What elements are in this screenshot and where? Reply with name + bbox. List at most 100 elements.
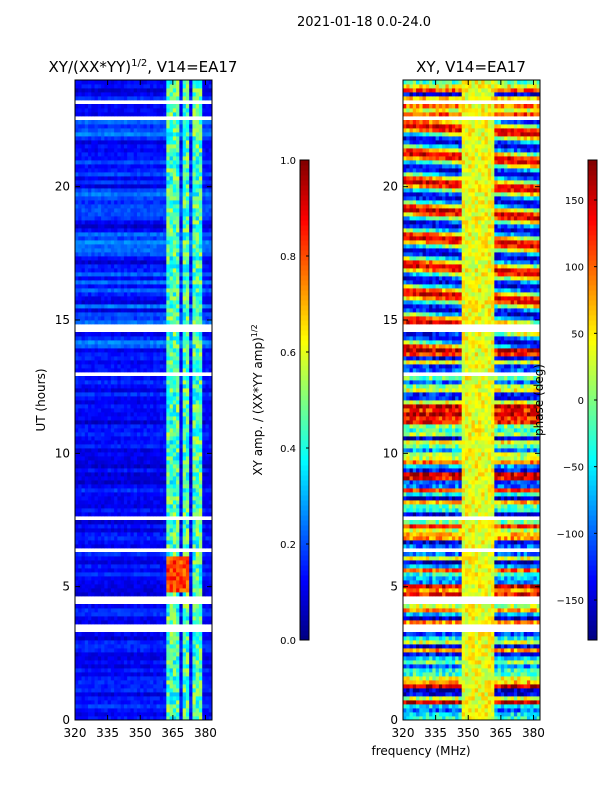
heatmap-cell — [205, 688, 210, 693]
heatmap-cell — [146, 540, 151, 545]
heatmap-cell — [163, 648, 167, 653]
heatmap-cell — [91, 608, 95, 613]
heatmap-cell — [97, 252, 102, 257]
heatmap-cell — [88, 492, 92, 497]
heatmap-cell — [88, 316, 92, 321]
heatmap-cell — [117, 220, 122, 225]
heatmap-cell — [127, 588, 131, 593]
heatmap-cell — [127, 416, 131, 421]
heatmap-cell — [110, 424, 115, 429]
heatmap-cell — [185, 300, 190, 305]
heatmap-cell — [133, 276, 138, 281]
heatmap-cell — [195, 564, 200, 569]
heatmap-cell — [153, 264, 157, 269]
heatmap-cell — [159, 688, 164, 693]
heatmap-cell — [101, 716, 105, 721]
heatmap-cell — [156, 264, 161, 269]
heatmap-cell — [120, 664, 125, 669]
heatmap-cell — [75, 268, 79, 273]
heatmap-cell — [94, 252, 99, 257]
heatmap-cell — [84, 460, 89, 465]
heatmap-cell — [189, 556, 193, 561]
heatmap-cell — [169, 444, 174, 449]
heatmap-cell — [205, 212, 210, 217]
heatmap-cell — [202, 660, 206, 665]
heatmap-cell — [182, 680, 187, 685]
heatmap-cell — [114, 276, 118, 281]
heatmap-cell — [81, 348, 86, 353]
heatmap-cell — [208, 616, 213, 621]
heatmap-cell — [94, 296, 99, 301]
heatmap-cell — [127, 536, 131, 541]
heatmap-cell — [182, 508, 187, 513]
heatmap-cell — [143, 576, 148, 581]
heatmap-cell — [208, 364, 213, 369]
heatmap-cell — [195, 432, 200, 437]
heatmap-cell — [104, 572, 109, 577]
heatmap-cell — [104, 268, 109, 273]
heatmap-cell — [120, 552, 125, 557]
heatmap-cell — [81, 616, 86, 621]
heatmap-cell — [189, 428, 193, 433]
heatmap-cell — [101, 212, 105, 217]
heatmap-cell — [107, 660, 112, 665]
heatmap-cell — [123, 532, 128, 537]
heatmap-cell — [179, 444, 184, 449]
heatmap-cell — [205, 608, 210, 613]
heatmap-cell — [205, 344, 210, 349]
heatmap-cell — [114, 520, 118, 525]
heatmap-cell — [202, 592, 206, 597]
heatmap-cell — [146, 612, 151, 617]
heatmap-cell — [163, 412, 167, 417]
heatmap-cell — [195, 248, 200, 253]
heatmap-cell — [179, 528, 184, 533]
heatmap-cell — [146, 504, 151, 509]
heatmap-cell — [166, 400, 170, 405]
heatmap-cell — [136, 464, 141, 469]
heatmap-cell — [150, 448, 154, 453]
heatmap-cell — [189, 656, 193, 661]
heatmap-cell — [136, 352, 141, 357]
heatmap-cell — [189, 344, 193, 349]
heatmap-cell — [159, 400, 164, 405]
heatmap-cell — [78, 268, 82, 273]
heatmap-cell — [198, 376, 203, 381]
heatmap-cell — [136, 584, 141, 589]
heatmap-cell — [88, 444, 92, 449]
heatmap-cell — [140, 588, 144, 593]
heatmap-cell — [136, 268, 141, 273]
heatmap-cell — [189, 316, 193, 321]
heatmap-cell — [189, 412, 193, 417]
heatmap-cell — [146, 488, 151, 493]
heatmap-cell — [107, 656, 112, 661]
heatmap-cell — [94, 572, 99, 577]
heatmap-cell — [127, 500, 131, 505]
heatmap-cell — [123, 676, 128, 681]
heatmap-cell — [120, 384, 125, 389]
heatmap-cell — [176, 524, 180, 529]
heatmap-cell — [101, 408, 105, 413]
heatmap-cell — [110, 488, 115, 493]
heatmap-cell — [97, 500, 102, 505]
heatmap-cell — [127, 620, 131, 625]
heatmap-cell — [205, 524, 210, 529]
heatmap-cell — [169, 304, 174, 309]
heatmap-cell — [143, 480, 148, 485]
heatmap-cell — [91, 484, 95, 489]
heatmap-cell — [205, 540, 210, 545]
heatmap-cell — [176, 496, 180, 501]
heatmap-cell — [208, 332, 213, 337]
heatmap-cell — [117, 504, 122, 509]
heatmap-cell — [101, 228, 105, 233]
heatmap-cell — [133, 620, 138, 625]
heatmap-cell — [202, 552, 206, 557]
heatmap-cell — [130, 656, 135, 661]
heatmap-cell — [91, 680, 95, 685]
heatmap-cell — [114, 364, 118, 369]
heatmap-cell — [179, 508, 184, 513]
heatmap-cell — [107, 524, 112, 529]
heatmap-cell — [81, 392, 86, 397]
heatmap-cell — [163, 256, 167, 261]
heatmap-cell — [127, 672, 131, 677]
heatmap-cell — [97, 308, 102, 313]
